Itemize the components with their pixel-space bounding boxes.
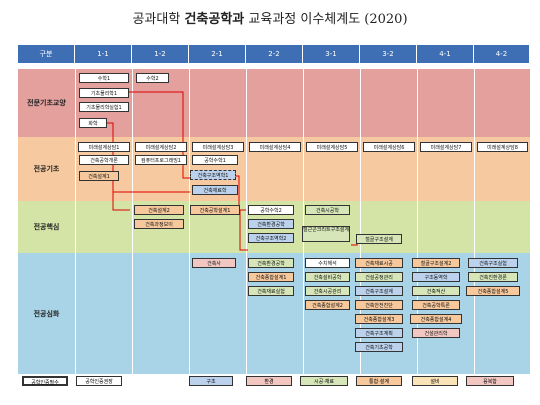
course-box: 건축구조계획 xyxy=(355,328,403,338)
legend-item: 공학인증필수 xyxy=(22,376,68,386)
course-box: 철근콘크리트구조설계 xyxy=(302,226,350,242)
course-box: 건축설계1 xyxy=(79,171,119,181)
course-box: 수학1 xyxy=(79,73,129,83)
course-box: 미래설계상담2 xyxy=(135,142,187,152)
legend-item: 융복합 xyxy=(466,376,514,386)
course-box: 건축사 xyxy=(192,258,236,268)
course-box: 건축환경공학 xyxy=(248,219,294,229)
header-cell: 1-2 xyxy=(132,45,189,63)
course-box: 건축시공학 xyxy=(305,205,350,215)
course-box: 미래설계상담8 xyxy=(477,142,528,152)
course-box: 건축환경공학 xyxy=(248,258,294,268)
course-box: 철골구조설계 xyxy=(356,234,402,244)
course-box: 건축적산 xyxy=(412,286,460,296)
course-box: 철골구조설계2 xyxy=(412,258,460,268)
course-box: 화학 xyxy=(79,118,107,128)
course-box: 건축설계2 xyxy=(134,205,184,215)
header-cell: 4-2 xyxy=(474,45,530,63)
course-box: 건축종합설계2 xyxy=(305,300,350,310)
course-box: 미래설계상담1 xyxy=(78,142,130,152)
course-box: 건축재료시공 xyxy=(355,258,403,268)
course-box: 건축설비공학 xyxy=(305,272,350,282)
row-label: 전공심화 xyxy=(33,309,60,318)
legend-item: 설비 xyxy=(412,376,458,386)
course-box: 미래설계상담6 xyxy=(363,142,415,152)
course-box: 건축친환경론 xyxy=(468,272,518,282)
legend-item: 시공·재료 xyxy=(300,376,348,386)
course-box: 건축구조역학2 xyxy=(248,233,294,243)
course-box: 미래설계상담4 xyxy=(249,142,301,152)
course-box: 기초물리학실험1 xyxy=(79,102,129,112)
header-cell: 4-1 xyxy=(417,45,474,63)
row-label: 전공기초 xyxy=(33,165,60,173)
course-box: 기초물리학1 xyxy=(79,88,129,98)
course-box: 건축안전진단 xyxy=(355,300,403,310)
course-box: 건축종합설계5 xyxy=(466,286,520,296)
course-box: 건축과정보이 xyxy=(134,219,184,229)
course-box: 구조동역학 xyxy=(412,272,460,282)
course-box: 건설관리학 xyxy=(412,328,460,338)
course-box: 건축공학개론 xyxy=(79,155,129,165)
row-label: 전문기초교양 xyxy=(27,99,66,107)
legend-item: 통합·설계 xyxy=(356,376,402,386)
row-label: 전공핵심 xyxy=(33,223,60,231)
course-box: 건축공학설계1 xyxy=(190,205,240,215)
course-box: 건축재료실험 xyxy=(248,286,294,296)
header-cell: 2-1 xyxy=(189,45,246,63)
page-title: 공과대학 건축공학과 교육과정 이수체계도 (2020) xyxy=(132,12,408,27)
course-box: 건축구조실험 xyxy=(468,258,518,268)
course-box: 건축구조역학1 xyxy=(190,170,236,180)
legend-item: 환경 xyxy=(246,376,292,386)
course-box: 건설공정관리 xyxy=(355,272,403,282)
course-box: 미래설계상담3 xyxy=(192,142,244,152)
header-cell: 2-2 xyxy=(246,45,303,63)
header-cell: 3-2 xyxy=(360,45,417,63)
header-cell: 1-1 xyxy=(75,45,132,63)
course-box: 미래설계상담7 xyxy=(420,142,472,152)
course-box: 건축공학특론 xyxy=(412,300,460,310)
course-box: 수치해석 xyxy=(305,258,350,268)
course-box: 건축구조설계 xyxy=(355,286,403,296)
course-box: 공학수학1 xyxy=(192,155,238,165)
course-box: 컴퓨터프로그래밍1 xyxy=(135,155,187,165)
legend-item: 구조 xyxy=(189,376,233,386)
course-box: 건축종합설계4 xyxy=(410,314,462,324)
course-box: 공학수학2 xyxy=(248,205,294,215)
header-cell: 3-1 xyxy=(303,45,360,63)
course-box: 건축기초공학 xyxy=(355,342,403,352)
course-box: 미래설계상담5 xyxy=(306,142,358,152)
legend-item: 공학인증권장 xyxy=(76,376,122,386)
course-box: 건축재료학 xyxy=(192,185,238,195)
course-box: 건축시공관리 xyxy=(305,286,350,296)
course-box: 건축종합설계1 xyxy=(248,272,294,282)
header-cell: 구분 xyxy=(18,45,75,63)
course-box: 수학2 xyxy=(136,73,169,83)
course-box: 건축종합설계3 xyxy=(355,314,403,324)
